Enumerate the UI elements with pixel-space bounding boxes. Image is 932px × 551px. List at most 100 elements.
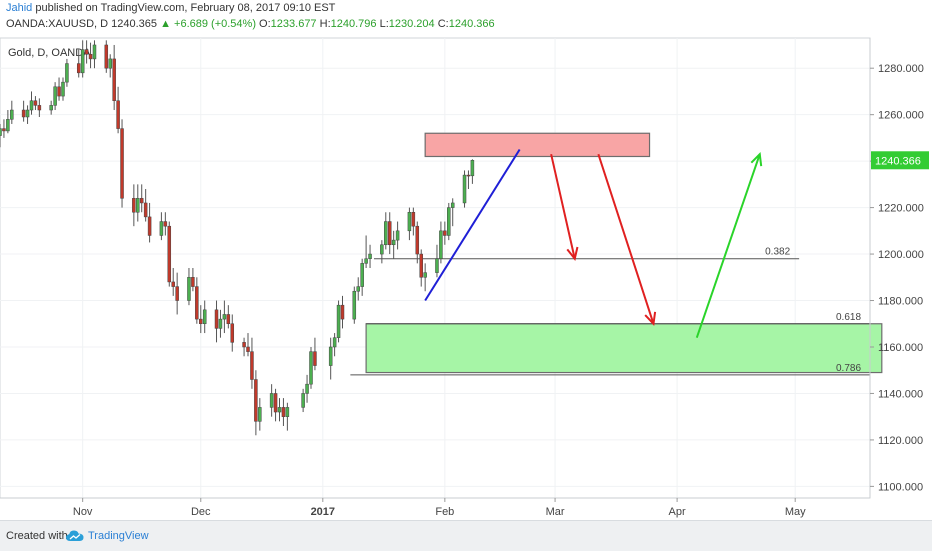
candle [352, 286, 357, 324]
publish-info: Jahid published on TradingView.com, Febr… [6, 2, 335, 14]
x-tick-label: Nov [73, 506, 93, 518]
plot-area[interactable] [0, 37, 871, 499]
candle-body [258, 407, 262, 422]
candle [407, 207, 412, 241]
candle-body [195, 286, 199, 320]
candle [360, 258, 364, 296]
x-tick-label: Apr [669, 506, 686, 518]
candle-body [254, 379, 258, 422]
candle-body [340, 304, 345, 320]
candle [139, 184, 144, 213]
candle [411, 207, 416, 236]
candle [250, 337, 254, 389]
candle [120, 119, 124, 208]
candle-body [2, 128, 6, 132]
candle-body [143, 202, 148, 218]
candle-body [242, 342, 246, 348]
arrow-head [566, 246, 579, 261]
candle-body [139, 198, 144, 204]
candle-body [222, 314, 227, 320]
candle [2, 119, 6, 138]
candle [281, 398, 286, 426]
candle-body [447, 207, 451, 236]
candle-body [439, 230, 443, 259]
candle-body [384, 221, 388, 246]
candle [147, 202, 152, 243]
candle-body [332, 337, 337, 348]
y-tick-label: 1220.000 [878, 203, 924, 215]
price-axis[interactable]: 1100.000 1120.000 1140.000 1160.000 1180.000… [870, 63, 924, 493]
candle-body [360, 263, 364, 287]
candle-body [391, 239, 396, 246]
tradingview-brand[interactable]: TradingView [88, 530, 149, 542]
candle-body [21, 109, 26, 118]
candle [21, 100, 26, 122]
candle [92, 40, 97, 69]
low-value: 1230.204 [388, 18, 435, 30]
candle [202, 300, 207, 334]
candle [199, 305, 203, 334]
candle [37, 98, 42, 117]
candle-body [199, 318, 203, 325]
candle [80, 40, 85, 78]
candle [470, 159, 475, 184]
candle-body [470, 160, 475, 177]
candle-body [250, 351, 254, 380]
candle-body [163, 221, 168, 227]
candle [104, 40, 109, 73]
ohlc-legend: OANDA:XAUUSD, D 1240.365 ▲ +6.689 (+0.54… [6, 18, 495, 30]
arrow-shaft [597, 153, 655, 325]
candle [84, 40, 89, 64]
candle-body [462, 174, 467, 204]
candle-body [246, 346, 250, 352]
low-label: L: [379, 18, 389, 30]
published-text: published on TradingView.com, February 0… [35, 2, 336, 14]
candle-body [423, 272, 427, 278]
candle-body [112, 58, 116, 101]
candle-body [25, 109, 30, 118]
candle-body [273, 393, 278, 413]
candle [76, 49, 81, 78]
candle [285, 402, 290, 431]
candle-body [407, 211, 412, 232]
candle-body [443, 230, 447, 236]
candle-body [10, 109, 14, 120]
y-tick-label: 1100.000 [878, 481, 923, 493]
candle-body [147, 216, 152, 236]
candle [269, 384, 274, 417]
candle [0, 123, 2, 148]
time-axis[interactable]: Nov Dec 2017 Feb Mar Apr May [73, 498, 806, 518]
x-tick-label: Dec [191, 506, 211, 518]
candle [466, 170, 471, 190]
candle-body [0, 128, 2, 136]
candle-body [309, 351, 313, 385]
candle [25, 105, 30, 124]
close-value: 1240.366 [448, 18, 495, 30]
candle [112, 44, 116, 111]
candle-body [191, 277, 195, 287]
candle-body [411, 211, 416, 227]
candle-body [466, 174, 471, 177]
candle-body [202, 309, 207, 325]
candle [340, 295, 345, 329]
candle [195, 277, 199, 324]
candle-body [120, 128, 124, 199]
candle-body [226, 314, 231, 325]
tradingview-cloud-icon[interactable] [66, 529, 84, 543]
chart-title: Gold, D, OANDA [8, 47, 91, 59]
fib-level-label: 0.786 [836, 363, 861, 374]
candle [57, 77, 61, 101]
candle [391, 230, 396, 259]
publish-header: Jahid published on TradingView.com, Febr… [0, 0, 932, 36]
candle-body [419, 253, 423, 278]
candle [53, 82, 57, 111]
created-with-text: Created with [6, 530, 68, 542]
candle [242, 337, 246, 357]
candle-body [53, 86, 57, 106]
candle-body [171, 281, 175, 287]
candle [171, 268, 175, 296]
fib-level-label: 0.618 [836, 312, 861, 323]
candle-body [187, 277, 191, 301]
author-username[interactable]: Jahid [6, 2, 33, 14]
